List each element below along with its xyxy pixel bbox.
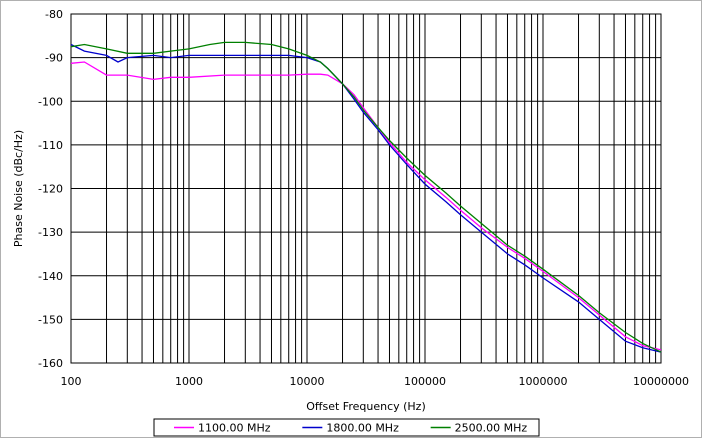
y-tick-labels: -80 -90 -100 -110 -120 -130 -140 -150 -160 <box>38 8 63 370</box>
y-axis-label: Phase Noise (dBc/Hz) <box>12 130 25 247</box>
x-tick-label: 100000 <box>404 375 446 388</box>
x-tick-label: 10000000 <box>633 375 689 388</box>
series-line <box>70 43 662 353</box>
y-tick-label: -90 <box>45 52 63 65</box>
x-tick-label: 10000 <box>290 375 325 388</box>
legend-label: 1100.00 MHz <box>198 422 271 435</box>
legend-label: 2500.00 MHz <box>455 422 528 435</box>
legend: 1100.00 MHz 1800.00 MHz 2500.00 MHz <box>153 418 540 437</box>
x-tick-label: 1000 <box>175 375 203 388</box>
series-line <box>70 41 662 353</box>
series-line <box>70 61 662 351</box>
y-tick-label: -140 <box>38 270 63 283</box>
legend-items: 1100.00 MHz 1800.00 MHz 2500.00 MHz <box>174 422 527 435</box>
y-tick-label: -100 <box>38 95 63 108</box>
y-tick-label: -80 <box>45 8 63 21</box>
legend-label: 1800.00 MHz <box>326 422 399 435</box>
series-lines <box>70 41 662 353</box>
x-axis-label: Offset Frequency (Hz) <box>306 400 426 413</box>
x-tick-label: 100 <box>61 375 82 388</box>
plot-area-border <box>70 13 662 364</box>
legend-box <box>153 418 540 437</box>
y-tick-label: -130 <box>38 226 63 239</box>
y-tick-label: -120 <box>38 183 63 196</box>
y-tick-label: -150 <box>38 313 63 326</box>
grid <box>71 13 661 364</box>
x-tick-labels: 100 1000 10000 100000 1000000 10000000 <box>61 375 690 388</box>
x-tick-label: 1000000 <box>519 375 568 388</box>
y-tick-label: -160 <box>38 357 63 370</box>
y-tick-label: -110 <box>38 139 63 152</box>
